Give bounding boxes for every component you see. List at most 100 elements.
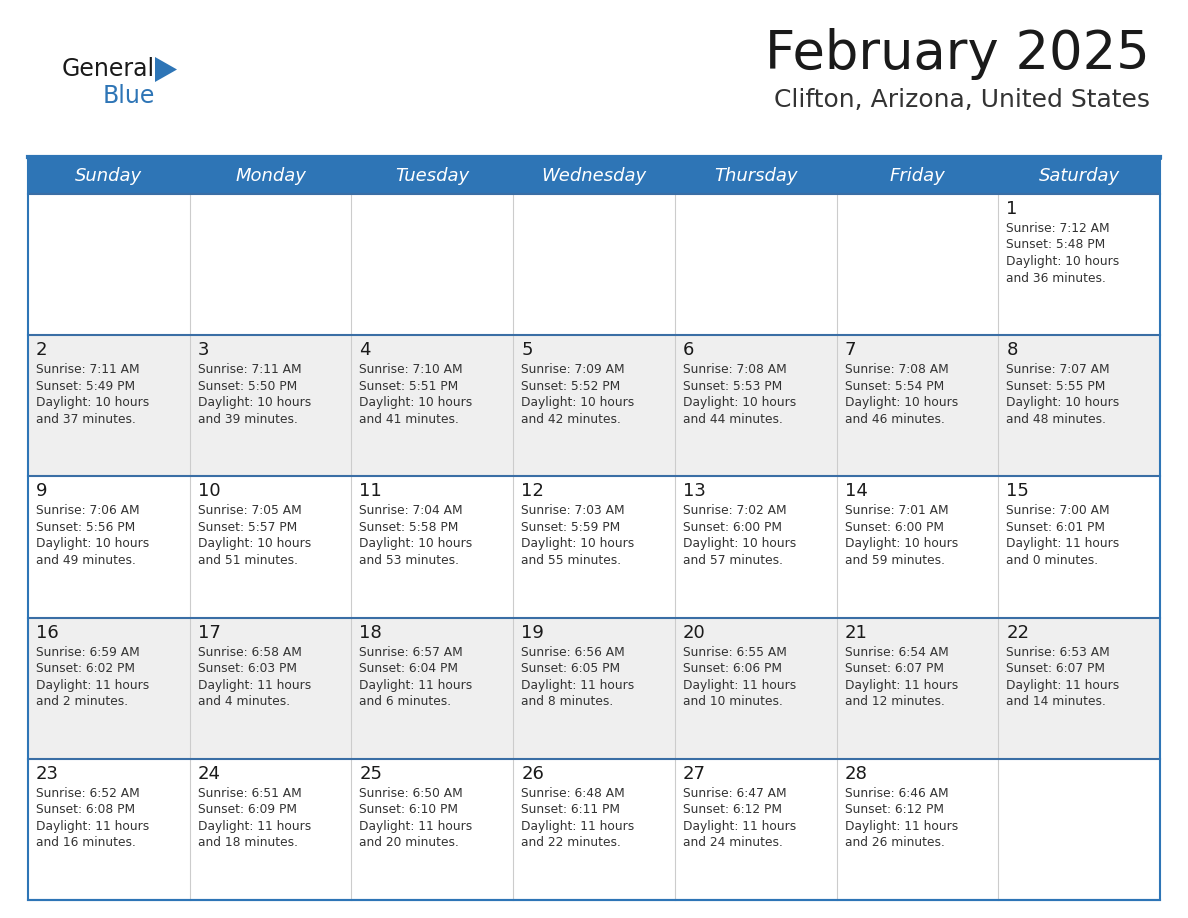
Text: Sunrise: 7:11 AM: Sunrise: 7:11 AM [36,364,140,376]
Text: and 59 minutes.: and 59 minutes. [845,554,944,567]
Text: Sunrise: 7:07 AM: Sunrise: 7:07 AM [1006,364,1110,376]
Bar [352,158,513,194]
Text: Sunrise: 7:02 AM: Sunrise: 7:02 AM [683,504,786,518]
Text: and 53 minutes.: and 53 minutes. [360,554,460,567]
Text: Daylight: 10 hours: Daylight: 10 hours [360,537,473,551]
Text: 28: 28 [845,765,867,783]
Text: Daylight: 11 hours: Daylight: 11 hours [1006,678,1119,691]
Text: Daylight: 10 hours: Daylight: 10 hours [522,397,634,409]
Text: and 49 minutes.: and 49 minutes. [36,554,135,567]
Text: Sunset: 5:52 PM: Sunset: 5:52 PM [522,380,620,393]
Text: Sunset: 6:11 PM: Sunset: 6:11 PM [522,803,620,816]
Text: 1: 1 [1006,200,1018,218]
Text: 3: 3 [197,341,209,359]
Text: Daylight: 10 hours: Daylight: 10 hours [36,397,150,409]
Text: Sunrise: 6:59 AM: Sunrise: 6:59 AM [36,645,140,658]
Bar [513,158,675,194]
Text: Daylight: 11 hours: Daylight: 11 hours [1006,537,1119,551]
Text: Clifton, Arizona, United States: Clifton, Arizona, United States [775,88,1150,112]
Text: and 55 minutes.: and 55 minutes. [522,554,621,567]
Text: and 36 minutes.: and 36 minutes. [1006,272,1106,285]
Text: and 10 minutes.: and 10 minutes. [683,695,783,708]
Bar [675,158,836,194]
Text: Sunset: 5:58 PM: Sunset: 5:58 PM [360,521,459,534]
Text: 25: 25 [360,765,383,783]
Text: Saturday: Saturday [1038,167,1120,185]
Text: Sunrise: 7:11 AM: Sunrise: 7:11 AM [197,364,302,376]
Text: Sunset: 5:57 PM: Sunset: 5:57 PM [197,521,297,534]
Text: Sunrise: 7:08 AM: Sunrise: 7:08 AM [683,364,786,376]
Text: Sunset: 6:07 PM: Sunset: 6:07 PM [845,662,943,675]
Text: Sunrise: 6:48 AM: Sunrise: 6:48 AM [522,787,625,800]
Text: 10: 10 [197,482,220,500]
Text: Sunset: 5:53 PM: Sunset: 5:53 PM [683,380,782,393]
Text: and 44 minutes.: and 44 minutes. [683,413,783,426]
Text: and 39 minutes.: and 39 minutes. [197,413,297,426]
Text: and 46 minutes.: and 46 minutes. [845,413,944,426]
Text: Sunset: 6:00 PM: Sunset: 6:00 PM [683,521,782,534]
Text: Sunrise: 6:51 AM: Sunrise: 6:51 AM [197,787,302,800]
Text: 6: 6 [683,341,694,359]
Text: 16: 16 [36,623,58,642]
Text: Sunset: 5:50 PM: Sunset: 5:50 PM [197,380,297,393]
Bar [998,158,1159,194]
Text: 13: 13 [683,482,706,500]
Bar [836,158,998,194]
Text: Sunrise: 6:56 AM: Sunrise: 6:56 AM [522,645,625,658]
Text: Sunset: 5:56 PM: Sunset: 5:56 PM [36,521,135,534]
Text: Tuesday: Tuesday [396,167,469,185]
Text: Sunrise: 7:08 AM: Sunrise: 7:08 AM [845,364,948,376]
Text: Sunset: 6:08 PM: Sunset: 6:08 PM [36,803,135,816]
Text: Sunset: 6:00 PM: Sunset: 6:00 PM [845,521,943,534]
Text: Sunset: 6:10 PM: Sunset: 6:10 PM [360,803,459,816]
Text: Sunset: 5:48 PM: Sunset: 5:48 PM [1006,239,1106,252]
Text: Wednesday: Wednesday [542,167,646,185]
Text: and 2 minutes.: and 2 minutes. [36,695,128,708]
Text: 22: 22 [1006,623,1029,642]
Text: 4: 4 [360,341,371,359]
Text: 18: 18 [360,623,383,642]
Text: 17: 17 [197,623,221,642]
Text: and 26 minutes.: and 26 minutes. [845,836,944,849]
Text: Sunset: 5:51 PM: Sunset: 5:51 PM [360,380,459,393]
Text: and 57 minutes.: and 57 minutes. [683,554,783,567]
Text: Sunset: 5:54 PM: Sunset: 5:54 PM [845,380,943,393]
Text: Sunset: 6:06 PM: Sunset: 6:06 PM [683,662,782,675]
Text: 11: 11 [360,482,383,500]
Text: 15: 15 [1006,482,1029,500]
Text: and 18 minutes.: and 18 minutes. [197,836,298,849]
Text: and 4 minutes.: and 4 minutes. [197,695,290,708]
Text: and 41 minutes.: and 41 minutes. [360,413,460,426]
Text: 14: 14 [845,482,867,500]
Text: and 8 minutes.: and 8 minutes. [522,695,613,708]
Text: Sunrise: 7:12 AM: Sunrise: 7:12 AM [1006,222,1110,235]
Text: Sunset: 5:49 PM: Sunset: 5:49 PM [36,380,135,393]
Text: and 12 minutes.: and 12 minutes. [845,695,944,708]
Text: Sunset: 6:02 PM: Sunset: 6:02 PM [36,662,135,675]
Text: General: General [62,57,156,81]
Text: Sunrise: 7:03 AM: Sunrise: 7:03 AM [522,504,625,518]
Text: Blue: Blue [103,84,156,108]
Text: Daylight: 10 hours: Daylight: 10 hours [845,397,958,409]
Text: 19: 19 [522,623,544,642]
Text: 12: 12 [522,482,544,500]
Text: Sunrise: 6:47 AM: Sunrise: 6:47 AM [683,787,786,800]
Text: Daylight: 11 hours: Daylight: 11 hours [360,820,473,833]
Text: Daylight: 10 hours: Daylight: 10 hours [683,397,796,409]
Text: Sunset: 6:07 PM: Sunset: 6:07 PM [1006,662,1105,675]
Text: Sunrise: 7:00 AM: Sunrise: 7:00 AM [1006,504,1110,518]
Bar [29,476,1159,618]
Text: 9: 9 [36,482,48,500]
Text: Sunrise: 6:55 AM: Sunrise: 6:55 AM [683,645,786,658]
Text: Daylight: 10 hours: Daylight: 10 hours [845,537,958,551]
Text: Daylight: 10 hours: Daylight: 10 hours [1006,397,1119,409]
Text: and 6 minutes.: and 6 minutes. [360,695,451,708]
Text: Sunset: 6:01 PM: Sunset: 6:01 PM [1006,521,1105,534]
Text: Sunrise: 6:53 AM: Sunrise: 6:53 AM [1006,645,1110,658]
Text: February 2025: February 2025 [765,28,1150,80]
Text: Daylight: 11 hours: Daylight: 11 hours [845,820,958,833]
Text: Sunset: 6:05 PM: Sunset: 6:05 PM [522,662,620,675]
Text: Daylight: 11 hours: Daylight: 11 hours [197,678,311,691]
Text: Sunrise: 7:10 AM: Sunrise: 7:10 AM [360,364,463,376]
Text: 7: 7 [845,341,857,359]
